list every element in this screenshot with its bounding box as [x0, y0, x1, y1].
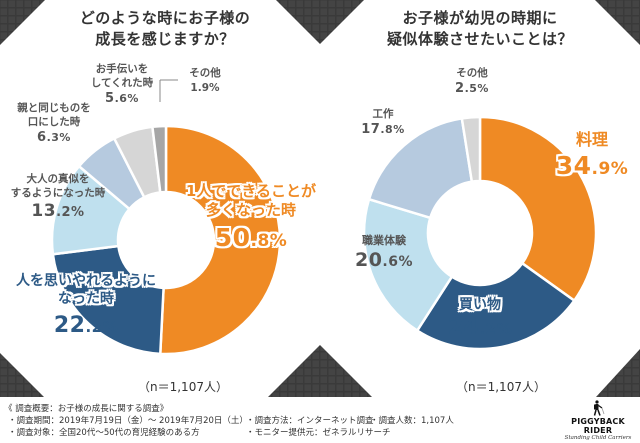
value-dec: .8% [380, 123, 405, 136]
slice-name: 大人の真似を [26, 173, 90, 185]
chart-title-left: どのような時にお子様の 成長を感じますか？ [60, 8, 270, 50]
value-dec: .9% [197, 82, 220, 94]
value-dec: .6% [114, 92, 139, 105]
donut-chart-experience [362, 115, 598, 351]
slice-value: 5.6% [82, 90, 162, 108]
value-int: 6 [37, 130, 47, 145]
slice-label-empathy: 人を思いやれるように なった時 22.2% [2, 272, 170, 341]
donut-slice [51, 244, 165, 356]
value-int: 20 [354, 249, 383, 271]
slice-value: 13.2% [2, 200, 114, 224]
slice-label-craft: 工作 17.8% [358, 107, 408, 138]
logo-tagline: Standing Child Carriers [564, 435, 632, 441]
slice-name: 買い物 [459, 297, 501, 313]
logo-name: PIGGYBACK RIDER [571, 417, 625, 435]
slice-label-helping: お手伝いを してくれた時 5.6% [82, 62, 162, 108]
survey-period: ・調査期間：2019年7月19日（金）～ 2019年7月20日（土） [8, 416, 248, 426]
slice-name: 人を思いやれるように [16, 273, 156, 289]
chart-title-right: お子様が幼児の時期に 疑似体験させたいことは？ [370, 8, 590, 50]
slice-value: 6.3% [6, 129, 102, 147]
carrier-figure-icon [593, 400, 605, 416]
survey-heading: 《 調査概要：お子様の成長に関する調査》 [4, 404, 169, 414]
slice-name: してくれた時 [90, 77, 154, 89]
title-line: お子様が幼児の時期に [402, 9, 558, 27]
slice-name: 口にした時 [27, 116, 81, 128]
slice-name: その他 [456, 67, 488, 79]
title-line: 疑似体験させたいことは？ [386, 30, 573, 48]
donut-chart-growth [50, 124, 282, 356]
survey-count: ・調査人数：1,107人 [370, 416, 454, 426]
slice-name: 職業体験 [362, 234, 406, 247]
value-dec: .5% [464, 82, 489, 95]
donut-slice [415, 261, 577, 351]
donut-slice [362, 197, 454, 333]
value-dec: .9% [591, 159, 629, 179]
slice-label-same-food: 親と同じものを 口にした時 6.3% [6, 101, 102, 147]
sample-size-left: （n＝1,107人） [138, 380, 228, 394]
corner-bottom-left [0, 353, 44, 397]
slice-value: 20.6% [348, 248, 420, 274]
slice-value: 2.5% [447, 80, 497, 97]
donut-slice [478, 115, 598, 303]
donut-slice [158, 124, 282, 356]
donut-slice [151, 124, 168, 194]
slice-label-independent: 1人でできることが 多くなった時 50.8% [176, 182, 326, 257]
value-dec: .3% [46, 131, 71, 144]
slice-value: 34.9% [552, 150, 632, 185]
slice-label-other: その他 1.9% [180, 66, 230, 95]
value-int: 1 [190, 82, 198, 94]
slice-value: 17.8% [358, 121, 408, 138]
corner-bottom-right [596, 349, 640, 397]
slice-value: 24.2% [440, 314, 520, 343]
value-int: 50 [214, 223, 251, 252]
value-int: 17 [361, 122, 381, 137]
slice-name: なった時 [58, 291, 114, 307]
slice-label-job: 職業体験 20.6% [348, 233, 420, 274]
survey-provider: ・モニター提供元：ゼネラルリサーチ [246, 428, 391, 438]
slice-name: するようになった時 [10, 187, 106, 199]
corner-top-right [595, 0, 640, 45]
corner-top-left [0, 0, 45, 45]
survey-method: ・調査方法：インターネット調査 [246, 416, 374, 426]
slice-name: その他 [189, 67, 221, 79]
value-int: 2 [455, 81, 465, 96]
slice-value: 50.8% [176, 222, 326, 257]
value-int: 5 [105, 91, 115, 106]
slice-name: 料理 [575, 130, 608, 149]
value-dec: .6% [382, 254, 414, 270]
piggyback-rider-logo: PIGGYBACK RIDER Standing Child Carriers [560, 400, 636, 441]
slice-name: 工作 [372, 108, 394, 120]
donut-slice [460, 115, 482, 184]
slice-name: 親と同じものを [17, 102, 91, 114]
slice-name: 1人でできることが [185, 182, 317, 200]
slice-label-cooking: 料理 34.9% [552, 130, 632, 185]
slice-name: お手伝いを [95, 63, 149, 75]
slice-value: 1.9% [180, 81, 230, 95]
slice-label-imitate: 大人の真似を するようになった時 13.2% [2, 172, 114, 224]
value-dec: .2% [479, 320, 513, 338]
value-int: 34 [555, 151, 592, 180]
slice-value: 22.2% [2, 312, 170, 341]
value-dec: .2% [85, 318, 119, 336]
corner-bottom-center [268, 345, 372, 397]
value-int: 13 [31, 201, 57, 221]
value-int: 24 [447, 315, 480, 340]
title-line: 成長を感じますか？ [95, 30, 235, 48]
slice-name: 多くなった時 [205, 201, 296, 219]
corner-top-center [276, 0, 364, 44]
sample-size-right: （n＝1,107人） [456, 380, 546, 394]
value-dec: .2% [56, 205, 85, 220]
title-line: どのような時にお子様の [79, 9, 251, 27]
donut-slice [367, 116, 474, 220]
slice-label-other-right: その他 2.5% [447, 66, 497, 97]
value-dec: .8% [250, 231, 288, 251]
survey-target: ・調査対象：全国20代～50代の育児経験のある方 [8, 428, 200, 438]
slice-label-shopping: 買い物 24.2% [440, 296, 520, 343]
value-int: 22 [53, 313, 86, 338]
